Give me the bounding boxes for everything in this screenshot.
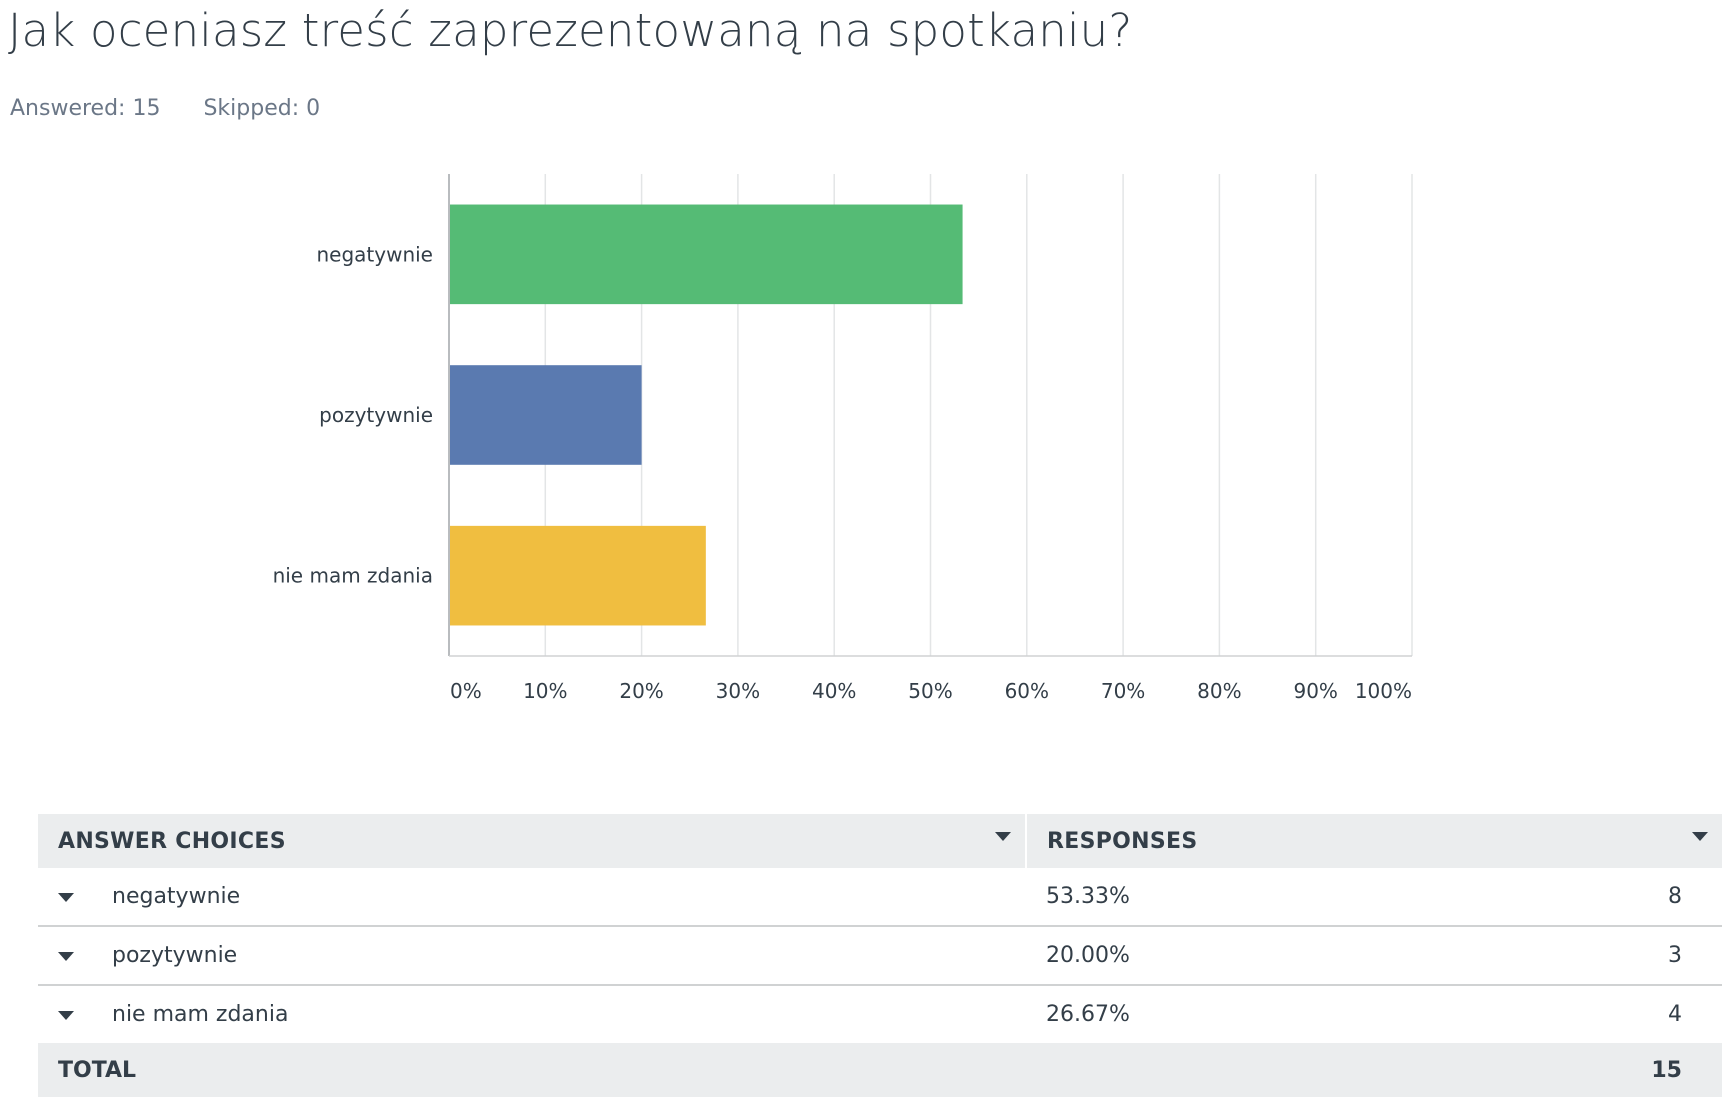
x-tick-label: 20% <box>619 679 663 703</box>
answered-count: Answered: 15 <box>10 96 161 121</box>
count-cell: 4 <box>1668 1002 1682 1027</box>
x-tick-label: 70% <box>1101 679 1145 703</box>
choice-label: negatywnie <box>112 884 241 909</box>
category-label: nie mam zdania <box>273 564 433 588</box>
total-row: TOTAL 15 <box>38 1043 1722 1097</box>
sort-choices-caret-icon[interactable] <box>995 832 1011 841</box>
choice-cell: nie mam zdania <box>38 985 1026 1043</box>
responses-header[interactable]: RESPONSES <box>1026 814 1722 868</box>
table-row: pozytywnie 20.00% 3 <box>38 926 1722 986</box>
table-header-row: ANSWER CHOICES RESPONSES <box>38 814 1722 868</box>
row-expand-caret-icon[interactable] <box>58 892 74 902</box>
question-title: Jak oceniasz treść zaprezentowaną na spo… <box>8 4 1133 57</box>
bar-negatywnie[interactable] <box>450 204 963 305</box>
percent-cell: 20.00% <box>1026 926 1541 986</box>
bar-pozytywnie[interactable] <box>450 365 642 465</box>
percent-cell: 26.67% <box>1046 1002 1130 1027</box>
table-row: negatywnie 53.33% 8 <box>38 868 1722 927</box>
bar-nie-mam-zdania[interactable] <box>450 525 706 626</box>
results-table: ANSWER CHOICES RESPONSES negatywnie 53.3… <box>38 814 1722 1097</box>
chart-category-labels: negatywnie pozytywnie nie mam zdania <box>273 242 433 587</box>
x-tick-label: 100% <box>1355 679 1412 703</box>
x-tick-label: 10% <box>523 679 567 703</box>
choice-cell: pozytywnie <box>38 926 1026 986</box>
answer-choices-header[interactable]: ANSWER CHOICES <box>38 814 1027 868</box>
bar-chart: negatywnie pozytywnie nie mam zdania 0% 10%… <box>273 174 1413 703</box>
x-tick-label: 60% <box>1005 679 1049 703</box>
responses-header-label: RESPONSES <box>1047 828 1198 854</box>
count-cell: 8 <box>1541 868 1722 927</box>
choice-label: pozytywnie <box>112 943 238 968</box>
row-expand-caret-icon[interactable] <box>58 951 74 961</box>
choice-label: nie mam zdania <box>112 1002 289 1027</box>
skipped-count: Skipped: 0 <box>203 96 321 121</box>
x-tick-label: 80% <box>1197 679 1241 703</box>
answer-choices-header-label: ANSWER CHOICES <box>58 828 286 854</box>
x-tick-label: 40% <box>812 679 856 703</box>
table-row: nie mam zdania 26.67% 4 <box>38 985 1722 1043</box>
x-tick-label: 90% <box>1293 679 1337 703</box>
percent-cell: 53.33% <box>1026 868 1541 927</box>
category-label: negatywnie <box>316 242 433 266</box>
x-tick-label: 0% <box>450 679 482 703</box>
choice-cell: negatywnie <box>38 868 1026 927</box>
total-label: TOTAL <box>38 1043 1541 1097</box>
x-tick-label: 50% <box>908 679 952 703</box>
chart-x-ticks: 0% 10% 20% 30% 40% 50% 60% 70% 80% 90% 100% <box>450 679 1412 703</box>
sort-responses-caret-icon[interactable] <box>1692 832 1708 841</box>
chart-bars <box>450 204 963 626</box>
category-label: pozytywnie <box>319 403 433 427</box>
x-tick-label: 30% <box>716 679 760 703</box>
row-expand-caret-icon[interactable] <box>58 1010 74 1020</box>
total-count: 15 <box>1541 1043 1722 1097</box>
count-cell: 3 <box>1541 926 1722 986</box>
response-stats: Answered: 15 Skipped: 0 <box>10 96 356 121</box>
